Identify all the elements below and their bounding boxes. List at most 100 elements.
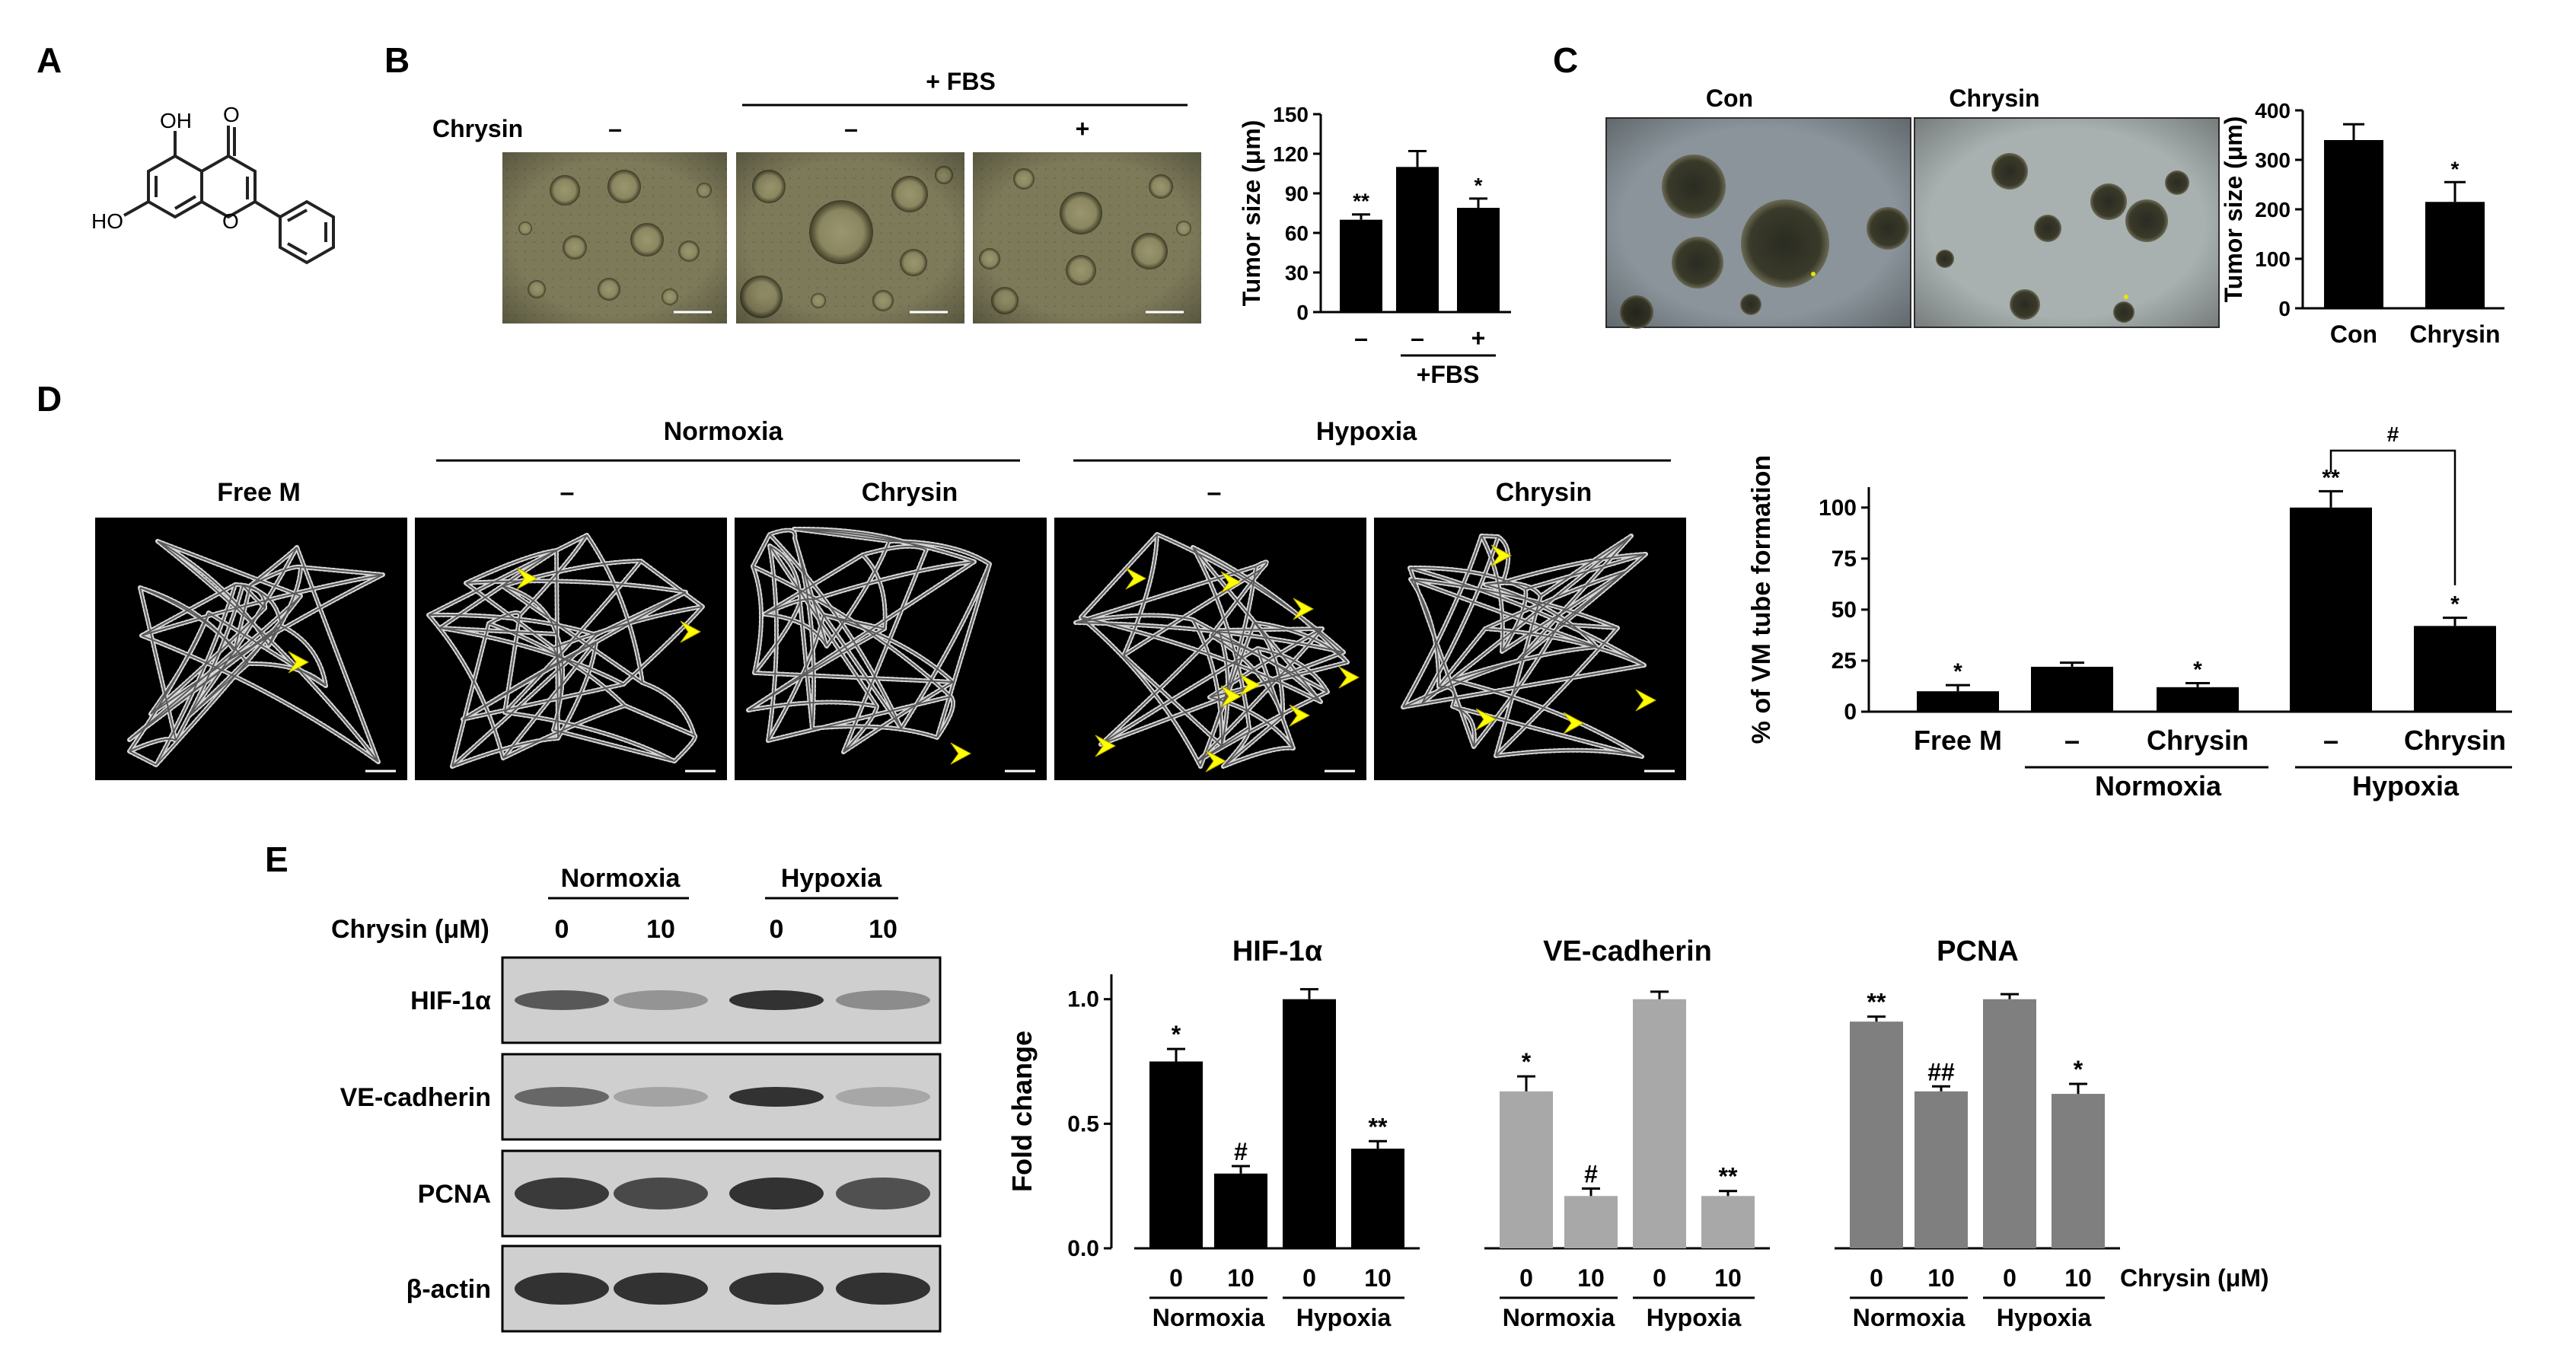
d-vm-tube-chart: 0 25 50 75 100 % of VM tube formation * Free M –… (1747, 422, 2512, 802)
significance-label: ** (1369, 1113, 1388, 1140)
blot-band (729, 990, 824, 1010)
b-micrograph-1 (502, 152, 727, 323)
bar (1564, 1196, 1618, 1248)
bracket-label: # (2387, 422, 2399, 446)
blot-band (729, 1273, 824, 1305)
x-tick-label: – (2323, 725, 2338, 756)
y-tick-label: 400 (2255, 99, 2291, 123)
group-label-hypoxia: Hypoxia (1296, 1304, 1392, 1331)
b-cond-2: – (844, 115, 858, 142)
x-tick-label: – (1354, 324, 1368, 352)
arrowhead-marker (1289, 704, 1311, 727)
x-dose-label: 10 (1577, 1264, 1605, 1292)
d-label-hypoxia-ctrl: – (1207, 478, 1222, 507)
blot-row-label: β-actin (406, 1275, 491, 1304)
blot-band (836, 1273, 930, 1305)
bar (1914, 1091, 1968, 1248)
bar (2290, 507, 2372, 712)
structure-oh-left: HO (91, 209, 123, 233)
significance-label: * (1475, 174, 1483, 197)
x-tick-label: – (1411, 324, 1424, 352)
arrowhead-marker (1563, 712, 1585, 735)
arrowhead-marker (1475, 708, 1497, 731)
structure-oh-top: OH (160, 109, 192, 132)
arrowhead-marker (1239, 674, 1261, 696)
significance-label: * (1953, 659, 1962, 684)
x-dose-label: 0 (1302, 1264, 1316, 1292)
significance-label: ** (1719, 1163, 1738, 1190)
bar (1633, 999, 1686, 1248)
significance-label: * (1522, 1048, 1532, 1076)
e-blot-group-hypoxia: Hypoxia (781, 864, 882, 893)
y-tick-label: 0.5 (1067, 1111, 1099, 1136)
tube-image (735, 518, 1047, 780)
b-chrysin-label: Chrysin (432, 115, 523, 142)
e-western-blot: HIF-1α VE-cadherin PCNA β-actin (340, 956, 942, 1333)
group-label-normoxia: Normoxia (2095, 770, 2222, 802)
y-tick-label: 25 (1832, 649, 1857, 674)
x-tick-label: + (1471, 324, 1486, 352)
bar (1214, 1173, 1267, 1248)
blot-band (614, 1178, 708, 1209)
y-tick-label: 100 (2255, 247, 2291, 271)
y-tick-label: 120 (1273, 142, 1309, 166)
blot-band (836, 990, 930, 1010)
significance-label: ** (1867, 989, 1886, 1016)
d-label-normoxia-chrysin: Chrysin (862, 478, 958, 507)
arrowhead-marker (1293, 598, 1315, 620)
bar (2324, 140, 2383, 308)
bar (1396, 167, 1439, 312)
tube-network-core (428, 534, 703, 767)
significance-label: ** (1353, 190, 1369, 213)
b-tumor-size-chart: 0 30 60 90 120 150 Tumor size (μm) ** – – * + +FBS (1238, 103, 1511, 388)
tube-image (415, 518, 727, 780)
structure-o-keto: O (223, 103, 240, 126)
tube-network-core (129, 540, 384, 766)
blot-band (729, 1087, 824, 1107)
group-label-normoxia: Normoxia (1153, 1304, 1265, 1331)
d-label-normoxia-ctrl: – (560, 478, 575, 507)
significance-label: * (2450, 592, 2460, 617)
e-blot-dose-label: Chrysin (μM) (331, 915, 489, 944)
group-label: +FBS (1417, 361, 1480, 388)
panel-letter-d: D (37, 379, 62, 419)
blot-band (729, 1178, 824, 1209)
group-label-hypoxia: Hypoxia (1647, 1304, 1742, 1331)
e-blot-dose-4: 10 (869, 915, 897, 944)
bar (1500, 1091, 1553, 1248)
blot-row-label: VE-cadherin (340, 1083, 491, 1112)
d-label-free-m: Free M (217, 478, 301, 507)
arrowhead-marker (1125, 567, 1147, 590)
significance-label: ** (2322, 465, 2340, 490)
arrowhead-marker (1095, 735, 1117, 757)
y-axis-label: Tumor size (μm) (2220, 116, 2247, 303)
y-tick-label: 75 (1832, 547, 1857, 572)
panel-letter-c: C (1553, 40, 1578, 80)
y-tick-label: 90 (1285, 182, 1309, 206)
x-dose-label: 10 (1227, 1264, 1255, 1292)
y-tick-label: 0 (2278, 297, 2291, 320)
bar (1340, 219, 1382, 312)
arrowhead-marker (1220, 685, 1242, 708)
blot-band (836, 1178, 930, 1209)
y-axis-label: Fold change (1006, 1031, 1038, 1192)
blot-row-label: HIF-1α (410, 986, 491, 1015)
group-label-hypoxia: Hypoxia (1997, 1304, 2092, 1331)
group-label-hypoxia: Hypoxia (2352, 770, 2460, 802)
tube-network-core (1075, 534, 1348, 767)
arrowhead-marker (680, 620, 702, 643)
bar (1983, 999, 2036, 1248)
arrowhead-marker (1490, 544, 1513, 567)
x-tick-label: Chrysin (2404, 725, 2506, 756)
blot-band (515, 1273, 609, 1305)
arrowhead-marker (288, 651, 310, 674)
x-dose-label: 10 (2064, 1264, 2092, 1292)
y-tick-label: 60 (1285, 221, 1309, 245)
significance-label: ## (1927, 1058, 1955, 1085)
e-blot-dose-3: 0 (770, 915, 784, 944)
structure-o-ring: O (222, 209, 239, 233)
significance-label: # (1584, 1160, 1598, 1187)
significance-label: * (2451, 157, 2460, 180)
c-micrograph-con (1605, 117, 1911, 329)
